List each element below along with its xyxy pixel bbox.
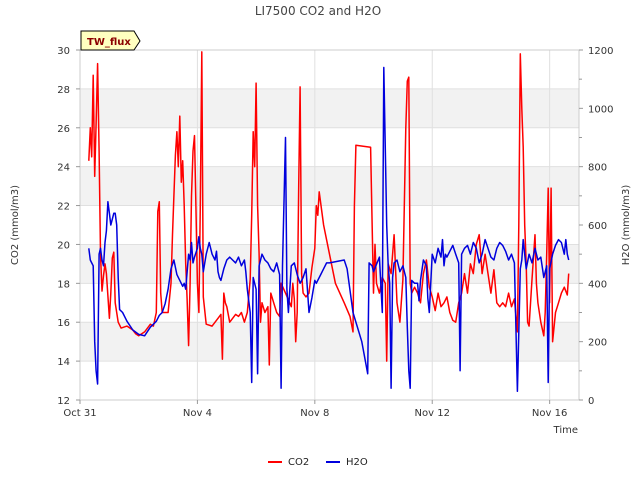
y-axis-right-title: H2O (mmol/m3) xyxy=(621,185,632,266)
y-left-tick-label: 16 xyxy=(57,318,70,329)
y-left-tick-label: 22 xyxy=(57,202,70,213)
y-axis-left-title: CO2 (mmol/m3) xyxy=(10,185,21,265)
x-tick-label: Oct 31 xyxy=(63,408,96,419)
legend-label-co2: CO2 xyxy=(288,457,309,468)
grid-band xyxy=(80,322,579,362)
y-left-tick-label: 18 xyxy=(57,279,70,290)
x-tick-label: Nov 12 xyxy=(415,408,450,419)
grid-band xyxy=(80,88,579,128)
y-left-tick-label: 12 xyxy=(57,396,70,407)
site-tag-label: TW_flux xyxy=(87,37,131,48)
grid-band xyxy=(80,244,579,284)
chart-title: LI7500 CO2 and H2O xyxy=(255,4,381,18)
y-left-tick-label: 26 xyxy=(57,124,70,135)
legend-label-h2o: H2O xyxy=(346,457,368,468)
x-axis: Oct 31 Nov 4 Nov 8 Nov 12 Nov 16 xyxy=(63,400,567,419)
y-axis-left: 12 14 16 18 20 22 24 26 28 30 xyxy=(57,46,80,407)
y-axis-right: 0 200 400 600 800 1000 1200 xyxy=(579,46,613,407)
legend: CO2 H2O xyxy=(268,457,368,468)
x-tick-label: Nov 16 xyxy=(532,408,567,419)
series-line-h2o xyxy=(88,66,570,393)
y-left-tick-label: 14 xyxy=(57,357,70,368)
y-right-tick-label: 600 xyxy=(588,221,607,232)
y-right-tick-label: 400 xyxy=(588,279,607,290)
y-right-tick-label: 200 xyxy=(588,338,607,349)
x-axis-title: Time xyxy=(553,425,578,436)
series-layer xyxy=(88,51,570,393)
y-right-tick-label: 1000 xyxy=(588,104,613,115)
site-tag-box xyxy=(80,30,141,51)
site-tag: TW_flux xyxy=(80,30,141,51)
y-left-tick-label: 24 xyxy=(57,163,70,174)
grid-band xyxy=(80,166,579,206)
y-right-tick-label: 800 xyxy=(588,163,607,174)
y-left-tick-label: 20 xyxy=(57,240,70,251)
x-tick-label: Nov 8 xyxy=(300,408,329,419)
series-line-co2 xyxy=(88,51,570,366)
y-right-tick-label: 0 xyxy=(588,396,594,407)
x-tick-label: Nov 4 xyxy=(183,408,212,419)
y-right-tick-label: 1200 xyxy=(588,46,613,57)
y-left-tick-label: 28 xyxy=(57,85,70,96)
y-left-tick-label: 30 xyxy=(57,46,70,57)
